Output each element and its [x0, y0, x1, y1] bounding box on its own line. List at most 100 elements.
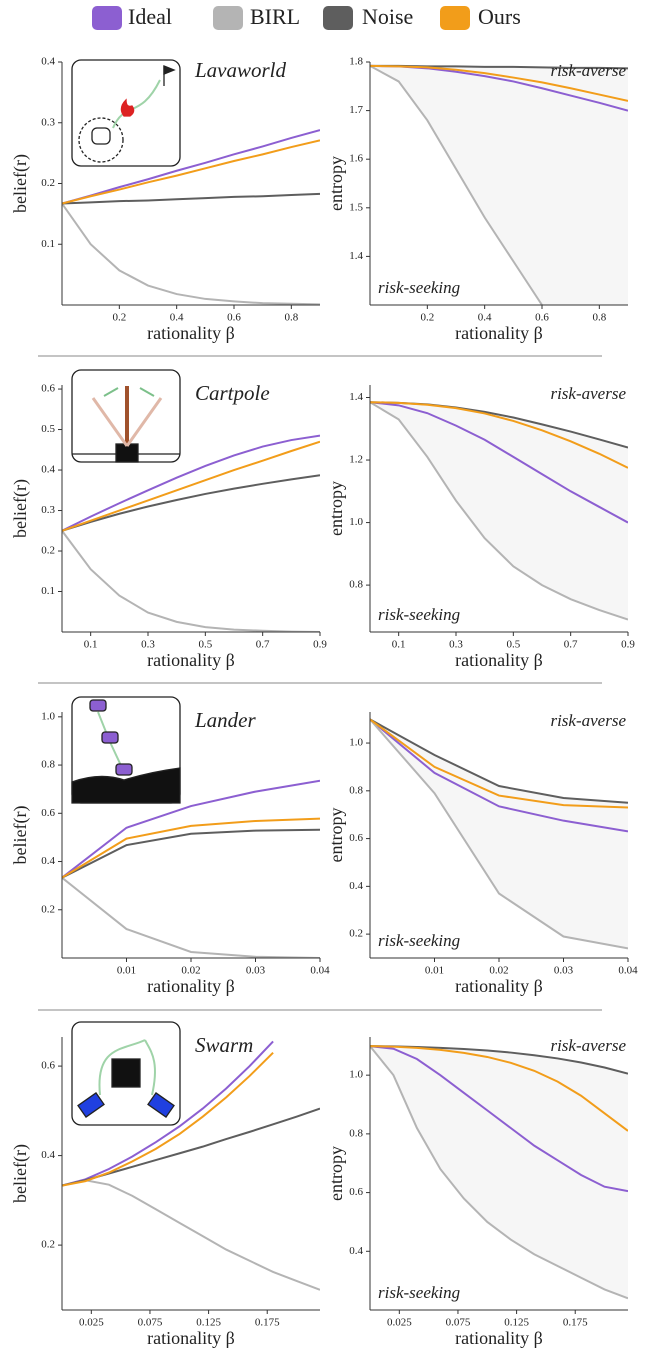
x-tick-label: 0.025	[79, 1317, 104, 1329]
plot-area	[370, 401, 628, 621]
x-tick-label: 0.03	[246, 965, 266, 977]
y-tick-label: 1.2	[349, 454, 363, 466]
series-line	[370, 718, 628, 950]
annotation: risk-averse	[550, 61, 626, 80]
x-axis-label: rationality β	[147, 650, 235, 670]
legend-label: BIRL	[250, 4, 300, 29]
series-line	[62, 474, 320, 532]
series-line	[62, 1179, 320, 1291]
y-tick-label: 0.4	[41, 56, 55, 68]
icon-robot	[91, 127, 111, 145]
y-tick-label: 1.0	[41, 710, 55, 722]
y-tick-label: 0.3	[41, 116, 55, 128]
x-tick-label: 0.175	[563, 1317, 588, 1329]
icon-robot	[77, 1092, 105, 1118]
series-line	[370, 718, 628, 809]
x-tick-label: 0.1	[392, 639, 406, 651]
x-tick-label: 0.6	[535, 312, 549, 324]
x-tick-label: 0.3	[449, 639, 463, 651]
swarm-icon	[71, 1021, 181, 1126]
y-tick-label: 0.6	[41, 807, 55, 819]
series-line	[370, 401, 628, 469]
plot-area	[370, 1045, 628, 1300]
series-line	[370, 718, 628, 804]
y-tick-label: 0.2	[41, 545, 55, 557]
legend-swatch	[213, 6, 243, 30]
chart-title: Lavaworld	[194, 58, 287, 82]
plot-area	[370, 718, 628, 950]
x-tick-label: 0.8	[592, 312, 606, 324]
series-line	[62, 1040, 274, 1187]
x-tick-label: 0.025	[387, 1317, 412, 1329]
shaded-region	[370, 65, 628, 305]
x-tick-label: 0.2	[420, 312, 434, 324]
icons	[71, 59, 181, 1126]
y-tick-label: 0.5	[41, 423, 55, 435]
series-line	[370, 718, 628, 833]
x-tick-label: 0.02	[489, 965, 508, 977]
x-axis-label: rationality β	[455, 976, 543, 996]
icon-obstacle	[111, 1058, 141, 1088]
legend-label: Ideal	[128, 4, 172, 29]
annotation: risk-seeking	[378, 931, 460, 950]
legend-label: Ours	[478, 4, 521, 29]
y-tick-label: 0.6	[41, 1060, 55, 1072]
x-tick-label: 0.03	[554, 965, 574, 977]
x-axis-label: rationality β	[455, 323, 543, 343]
x-tick-label: 0.04	[310, 965, 330, 977]
y-tick-label: 0.8	[349, 784, 363, 796]
y-tick-label: 0.1	[41, 585, 55, 597]
icon-robot	[147, 1092, 175, 1118]
icon-lander	[89, 699, 107, 712]
series-line	[62, 828, 320, 879]
y-tick-label: 0.6	[41, 383, 55, 395]
y-axis-label: entropy	[326, 481, 346, 536]
series-line	[370, 1045, 628, 1300]
x-axis-label: rationality β	[147, 976, 235, 996]
x-axis-label: rationality β	[147, 323, 235, 343]
icon-lander	[115, 763, 133, 776]
shaded-region	[370, 402, 628, 620]
y-tick-label: 1.7	[349, 104, 363, 116]
chart-title: Cartpole	[195, 381, 270, 405]
series-line	[62, 192, 320, 205]
y-axis-label: belief(r)	[10, 479, 31, 538]
y-tick-label: 0.4	[349, 1245, 363, 1257]
x-tick-label: 0.7	[564, 639, 578, 651]
series-line	[62, 817, 320, 879]
series-line	[62, 779, 320, 879]
y-tick-label: 1.0	[349, 1069, 363, 1081]
y-tick-label: 0.2	[41, 177, 55, 189]
chart-title: Swarm	[195, 1033, 253, 1057]
legend-label: Noise	[362, 4, 413, 29]
series-line	[62, 202, 320, 305]
separators	[38, 355, 602, 1011]
icon-flag	[163, 65, 176, 75]
x-tick-label: 0.04	[618, 965, 638, 977]
y-tick-label: 1.8	[349, 56, 363, 68]
x-tick-label: 0.5	[198, 639, 212, 651]
annotation: risk-seeking	[378, 1283, 460, 1302]
icon-arrows	[103, 387, 155, 397]
y-axis-label: entropy	[326, 1146, 346, 1201]
x-axis-label: rationality β	[455, 650, 543, 670]
annotation: risk-seeking	[378, 605, 460, 624]
x-tick-label: 0.4	[478, 312, 492, 324]
icon-fire	[120, 98, 135, 117]
y-tick-label: 0.8	[41, 759, 55, 771]
x-tick-label: 0.075	[446, 1317, 471, 1329]
y-tick-label: 1.4	[349, 250, 363, 262]
series-line	[370, 64, 628, 102]
series-line	[62, 530, 320, 632]
x-tick-label: 0.075	[138, 1317, 163, 1329]
y-tick-label: 0.4	[41, 1149, 55, 1161]
y-axis-label: entropy	[326, 808, 346, 863]
y-axis-label: belief(r)	[10, 1144, 31, 1203]
series-line	[370, 65, 543, 305]
y-axis-label: belief(r)	[10, 154, 31, 213]
series-line	[62, 876, 320, 958]
y-tick-label: 0.3	[41, 504, 55, 516]
series-line	[62, 440, 320, 532]
series-line	[62, 1051, 274, 1187]
